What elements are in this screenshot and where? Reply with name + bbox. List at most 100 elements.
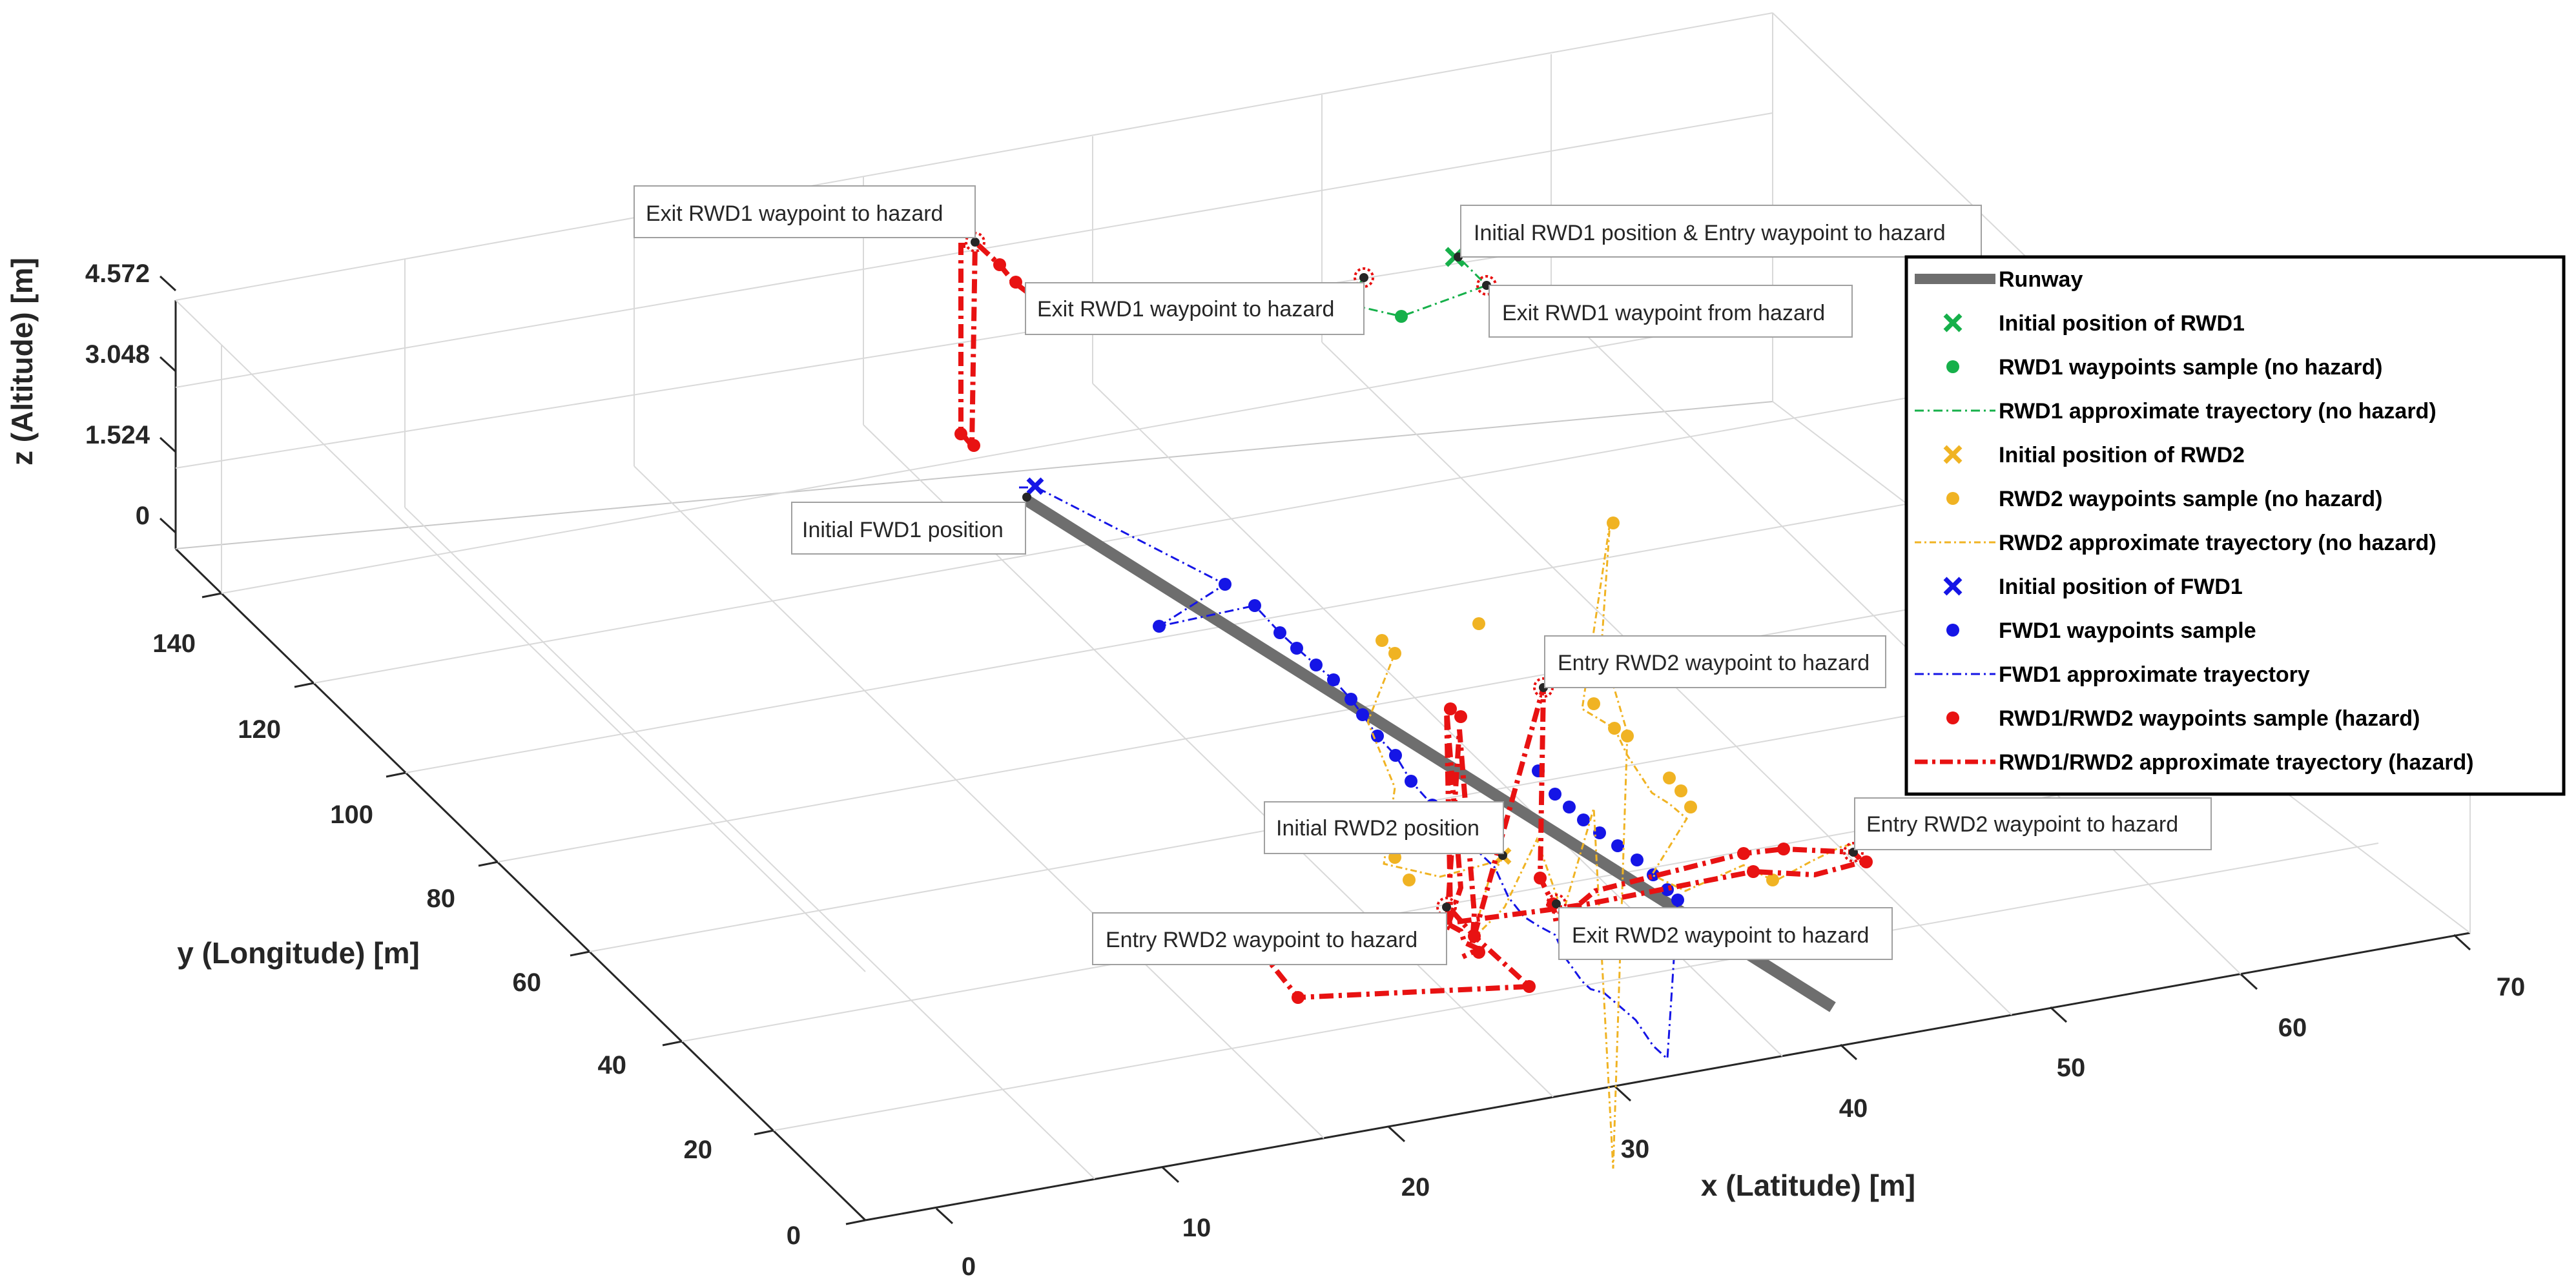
y-tick-label-40: 40 [598,1051,627,1079]
annotation-exit-rwd1-1-text: Exit RWD1 waypoint to hazard [646,201,943,226]
hazard-waypoint [1777,843,1790,855]
grid-floor-x10 [404,507,1095,1180]
hazard-trajectory-rwd1-vertical [958,236,1079,453]
y-tick-label-20: 20 [684,1136,713,1164]
rwd2-waypoint [1684,801,1697,813]
tick-marks [159,275,2471,1225]
svg-text:RWD2 approximate trayectory (n: RWD2 approximate trayectory (no hazard) [1999,531,2437,555]
fwd1-waypoint [1290,642,1303,655]
legend-item-runway: Runway [1915,267,2083,292]
svg-text:RWD1 waypoints sample (no haza: RWD1 waypoints sample (no hazard) [1999,355,2382,380]
key-waypoint [1354,267,1374,288]
z-tick-3 [159,275,177,292]
axis-frame [174,300,2471,1222]
hazard-waypoint [1860,855,1873,868]
x-tick-60 [2240,973,2258,990]
svg-text:RWD2 waypoints sample (no haza: RWD2 waypoints sample (no hazard) [1999,487,2382,511]
fwd1-waypoint [1631,854,1643,866]
svg-text:FWD1 approximate trayectory: FWD1 approximate trayectory [1999,662,2310,687]
annotation-entry-rwd2-2: Entry RWD2 waypoint to hazard [1854,797,2212,850]
hazard-waypoint [967,439,980,452]
x-tick-20 [1387,1125,1406,1143]
grid-back-top [175,12,1773,301]
hazard-waypoint [1009,276,1022,289]
z-tick-labels: 0 1.524 3.048 4.572 [85,260,150,530]
hazard-waypoint [1534,872,1547,884]
hazard-waypoint [1472,946,1485,959]
rwd2-waypoint [1621,730,1634,742]
legend-item-fwd1-waypoints: FWD1 waypoints sample [1946,618,2256,643]
x-tick-label-20: 20 [1401,1173,1430,1201]
z-tick-label-0: 0 [136,502,150,530]
y-tick-label-80: 80 [427,884,456,913]
y-tick-40 [662,1040,683,1047]
x-tick-label-30: 30 [1621,1135,1650,1163]
annotation-exit-rwd1-2: Exit RWD1 waypoint to hazard [1025,282,1365,335]
grid-floor-y140 [221,305,1827,594]
y-tick-80 [478,861,499,867]
grid-floor-y20 [773,843,2379,1131]
hazard-waypoint [1747,865,1760,878]
y-tick-label-120: 120 [238,715,281,744]
rwd2-waypoint [1663,772,1676,784]
rwd2-waypoint [1376,634,1388,647]
rwd2-waypoint [1607,516,1620,529]
y-tick-20 [754,1129,774,1136]
hazard-waypoint [993,258,1006,271]
annotation-initial-rwd2: Initial RWD2 position [1264,801,1504,854]
annotation-exit-rwd1-1: Exit RWD1 waypoint to hazard [634,185,976,238]
y-tick-label-100: 100 [330,801,373,829]
y-axis-label: y (Longitude) [m] [177,936,420,970]
z-tick-1 [159,436,177,453]
fwd1-waypoint [1405,775,1417,788]
fwd1-series [1019,477,1684,1061]
hazard-waypoint [1468,930,1481,943]
y-tick-label-0: 0 [787,1222,801,1250]
legend-item-hazard-trajectory: RWD1/RWD2 approximate trayectory (hazard… [1915,750,2474,775]
rwd2-trajectory-line [1366,522,1873,1169]
legend-item-initial-rwd2: Initial position of RWD2 [1943,443,2245,467]
fwd1-waypoint [1577,813,1590,826]
hazard-waypoint [1454,710,1467,723]
annotation-entry-rwd2-3: Entry RWD2 waypoint to hazard [1092,912,1447,965]
y-tick-label-60: 60 [513,968,542,997]
annotation-entry-rwd2-1-text: Entry RWD2 waypoint to hazard [1558,651,1870,675]
hazard-waypoint [954,427,967,440]
hazard-waypoint [1737,847,1750,860]
fwd1-waypoint [1611,839,1624,852]
grid-floor-x20 [634,465,1324,1139]
annotations: Exit RWD1 waypoint to hazard Exit RWD1 w… [634,185,2212,965]
y-tick-60 [570,950,590,957]
grid-left-wall-top [175,300,866,972]
svg-text:RWD1/RWD2 approximate trayecto: RWD1/RWD2 approximate trayectory (hazard… [1999,750,2474,775]
legend-item-hazard-waypoints: RWD1/RWD2 waypoints sample (hazard) [1946,706,2420,731]
fwd1-waypoint [1219,578,1231,591]
rwd2-waypoint [1674,784,1687,797]
fwd1-waypoint [1371,730,1384,742]
fwd1-waypoint [1273,626,1286,639]
annotation-entry-rwd2-2-text: Entry RWD2 waypoint to hazard [1866,812,2178,837]
annotation-initial-fwd1: Initial FWD1 position [791,502,1026,555]
grid-back-z1 [175,112,1773,388]
fwd1-waypoint [1563,801,1576,813]
x-tick-10 [1161,1166,1180,1183]
key-waypoint [1546,894,1567,914]
hazard-waypoint [1444,702,1457,715]
rwd2-waypoint [1608,722,1621,735]
hazard-waypoint [1523,980,1536,993]
fwd1-waypoint [1310,659,1323,671]
z-tick-label-3: 4.572 [85,260,150,288]
fwd1-waypoint [1671,894,1684,906]
x-tick-labels: 0 10 20 30 40 50 60 70 [962,973,2525,1281]
base-line-back [175,401,1773,549]
z-tick-0 [159,517,177,534]
rwd2-waypoint [1587,697,1600,710]
annotation-entry-rwd2-1: Entry RWD2 waypoint to hazard [1544,635,1886,688]
annotation-entry-rwd2-3-text: Entry RWD2 waypoint to hazard [1106,928,1417,952]
x-tick-label-40: 40 [1839,1094,1868,1123]
fwd1-waypoint [1345,693,1357,706]
z-tick-label-1: 1.524 [85,421,150,449]
key-waypoint [1436,897,1457,917]
fwd1-waypoint [1593,826,1606,839]
